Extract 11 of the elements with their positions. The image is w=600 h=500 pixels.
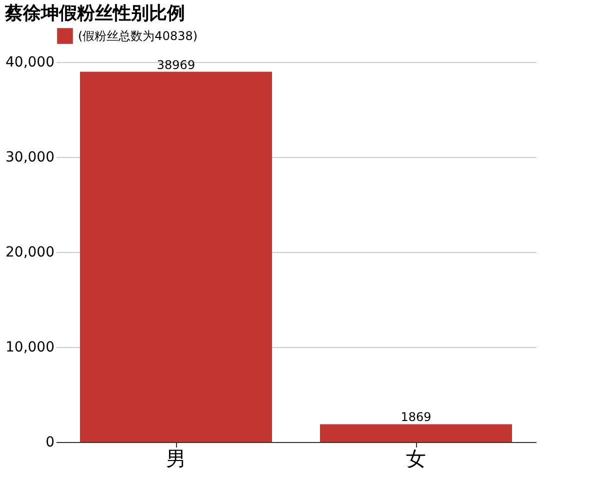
legend-label: (假粉丝总数为40838)	[78, 29, 198, 43]
y-tick-label: 0	[46, 434, 54, 450]
chart-title: 蔡徐坤假粉丝性别比例	[4, 3, 186, 24]
x-tick-label: 女	[406, 446, 426, 470]
data-label: 1869	[400, 410, 432, 424]
x-tick-label: 男	[166, 446, 186, 470]
y-tick-label: 30,000	[6, 150, 54, 166]
data-label: 38969	[156, 58, 196, 72]
y-tick-label: 10,000	[6, 340, 54, 356]
y-tick-label: 20,000	[6, 244, 54, 260]
y-tick-label: 40,000	[6, 54, 54, 70]
